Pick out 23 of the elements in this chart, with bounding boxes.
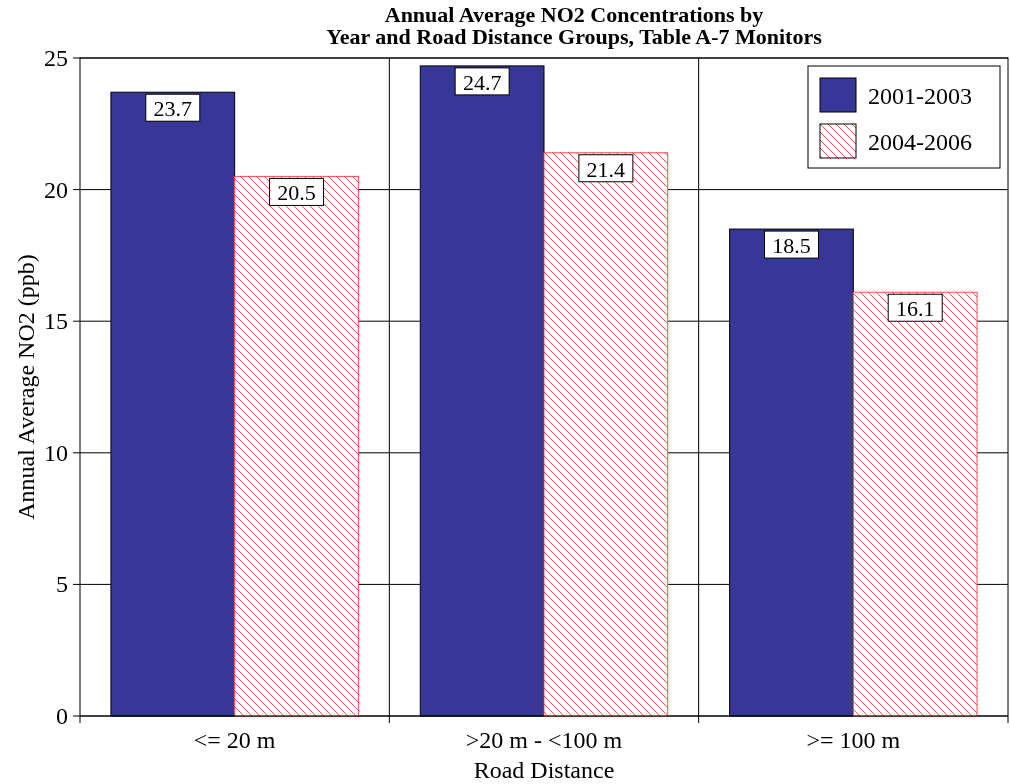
y-tick-label: 5 bbox=[56, 571, 68, 598]
y-tick-label: 10 bbox=[44, 439, 68, 466]
data-label: 24.7 bbox=[462, 69, 502, 95]
y-tick-label: 15 bbox=[44, 308, 68, 335]
legend-label: 2004-2006 bbox=[868, 129, 972, 155]
bar bbox=[543, 152, 669, 717]
y-tick-label: 0 bbox=[56, 703, 68, 729]
y-tick-label: 25 bbox=[44, 45, 68, 71]
data-label: 21.4 bbox=[586, 156, 626, 182]
y-axis-title: Annual Average NO2 (ppb) bbox=[13, 254, 39, 520]
chart-title: Annual Average NO2 Concentrations by Year and Road Distance Groups, Table A-7 Monitors bbox=[326, 2, 823, 49]
data-label: 23.7 bbox=[153, 96, 193, 122]
x-tick-label: <= 20 m bbox=[193, 727, 276, 753]
data-label: 20.5 bbox=[277, 180, 316, 206]
x-axis-title: Road Distance bbox=[473, 757, 615, 783]
data-label: 16.1 bbox=[895, 296, 935, 322]
bar bbox=[234, 175, 359, 717]
legend-label: 2001-2003 bbox=[868, 83, 972, 109]
bar bbox=[852, 291, 978, 717]
x-tick-label: >20 m - <100 m bbox=[465, 727, 623, 753]
x-tick-label: >= 100 m bbox=[806, 727, 901, 753]
data-label: 18.5 bbox=[772, 233, 811, 259]
y-tick-label: 20 bbox=[44, 176, 68, 203]
